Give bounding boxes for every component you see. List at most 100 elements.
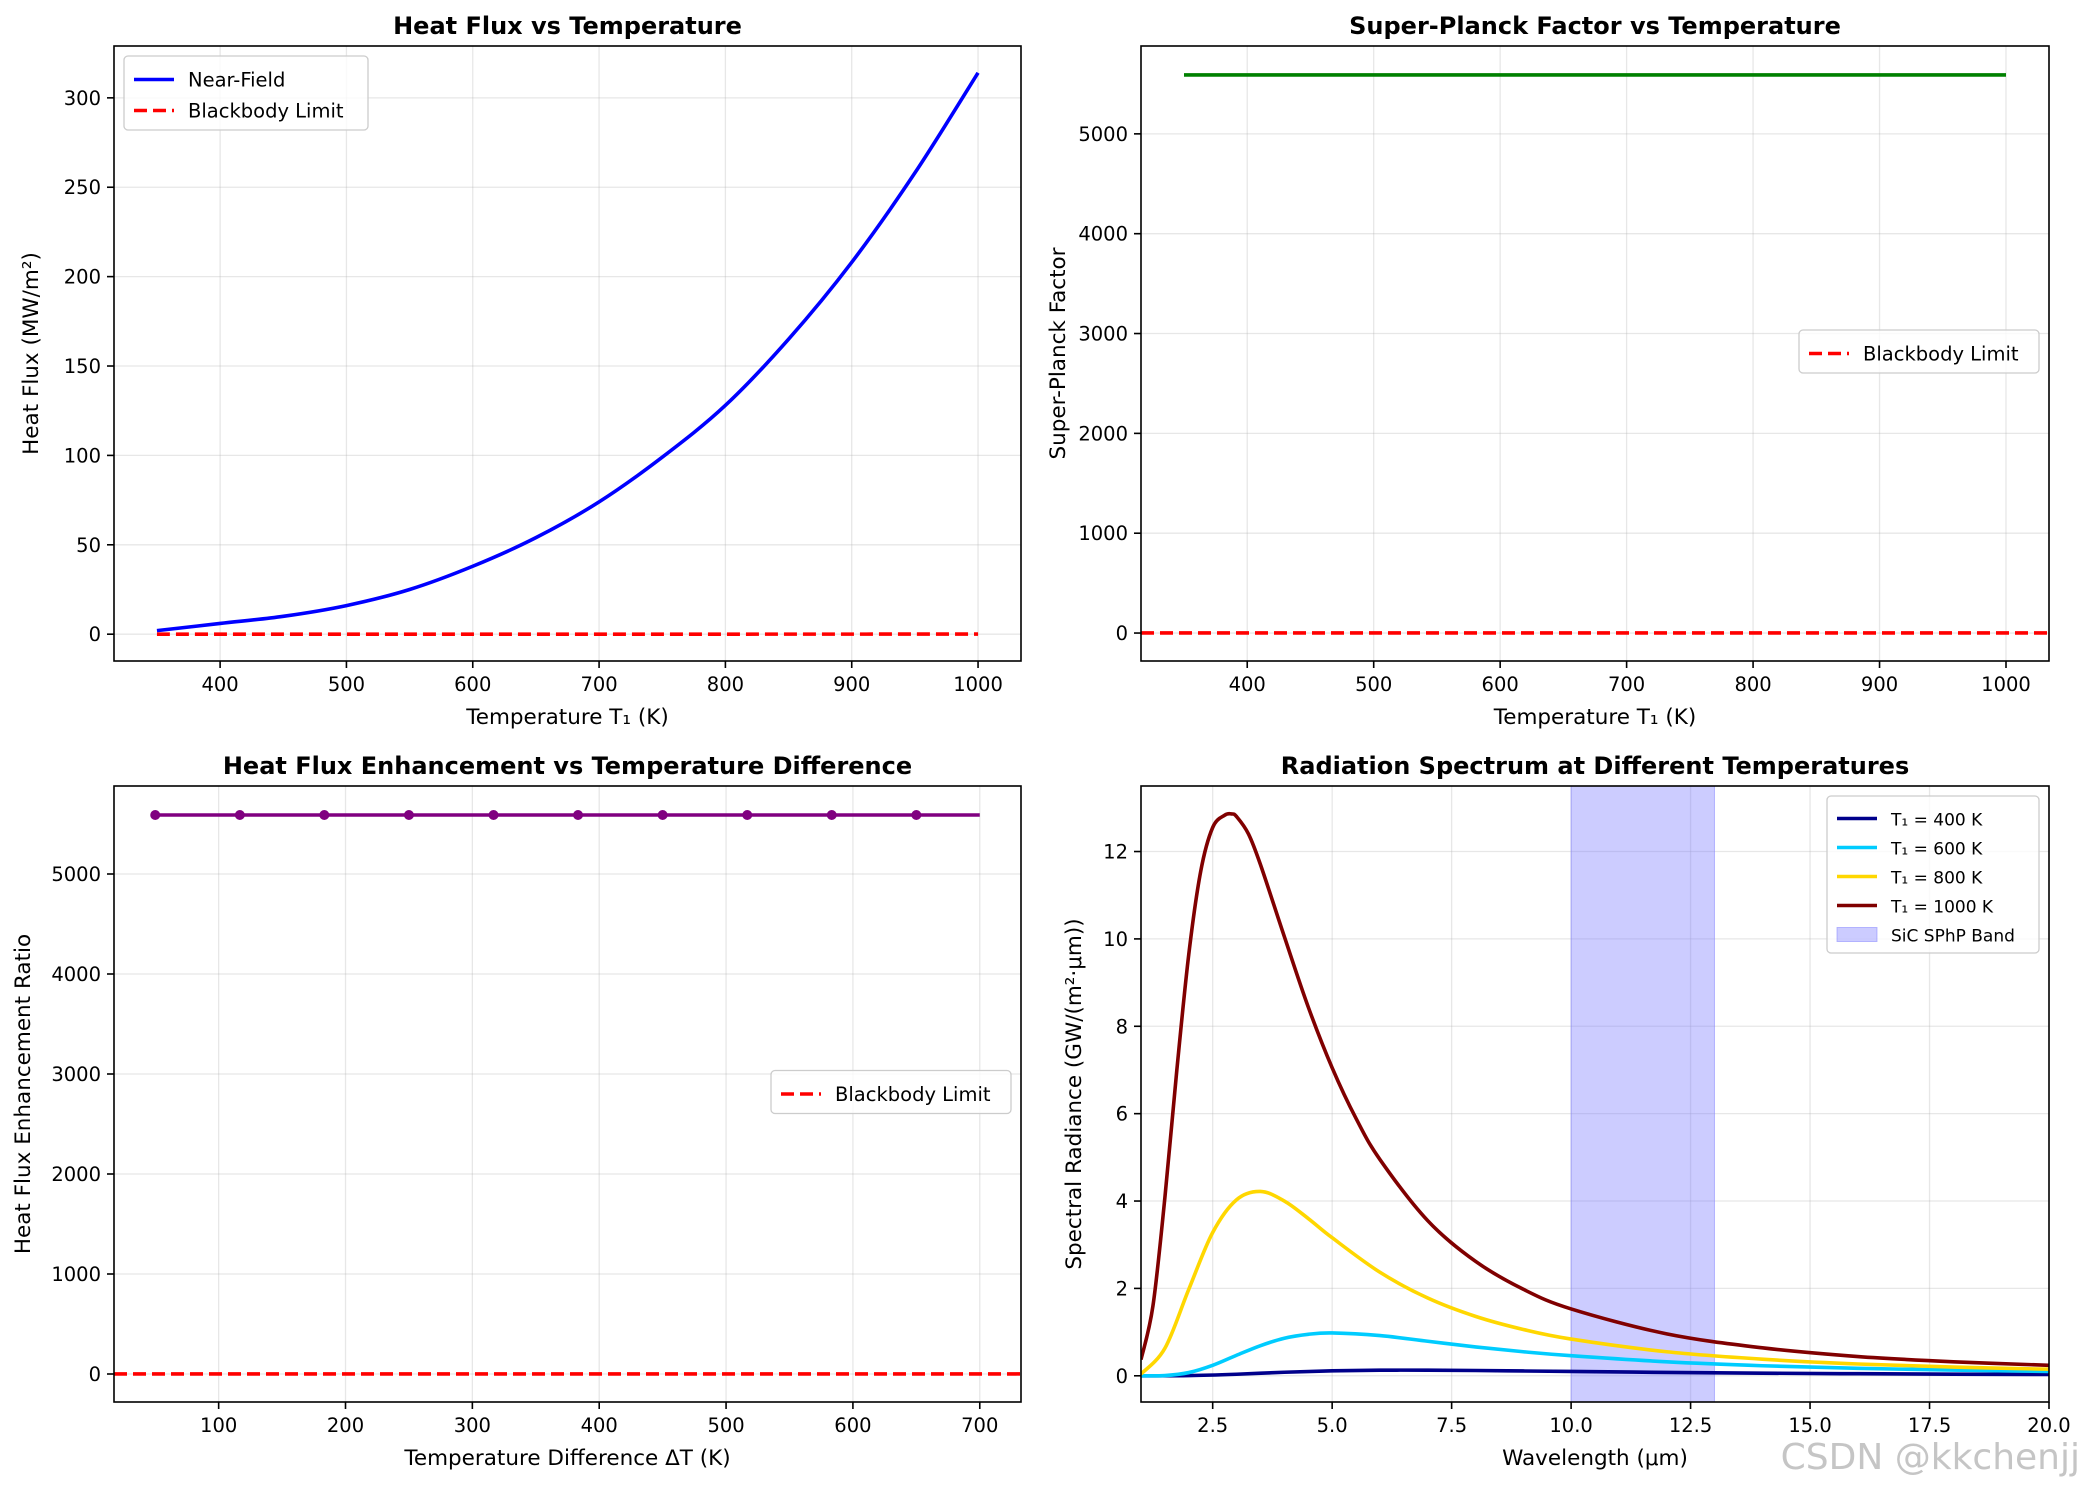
legend-label: SiC SPhP Band [1891, 927, 2015, 947]
chart-panel-4: 2.5 5.0 7.5 10.0 12.5 15.0 17.5 20.0 0 2 4 6 8 10 12 Ra… [1062, 752, 2071, 1471]
x-tick-label: 900 [1861, 673, 1898, 696]
x-tick-label: 20.0 [2027, 1414, 2070, 1437]
series-marker [827, 810, 837, 820]
chart-title: Super-Planck Factor vs Temperature [1349, 12, 1841, 40]
x-axis-label: Wavelength (μm) [1502, 1446, 1688, 1471]
axes-frame [114, 46, 1021, 661]
x-tick-label: 2.5 [1197, 1414, 1228, 1437]
x-axis-label: Temperature T₁ (K) [1493, 705, 1697, 730]
x-tick-label: 400 [201, 673, 238, 696]
legend: T₁ = 400 K T₁ = 600 K T₁ = 800 K T₁ = 1000 … [1827, 796, 2039, 953]
y-tick-label: 12 [1103, 841, 1128, 864]
x-tick-label: 500 [328, 673, 365, 696]
x-tick-label: 400 [581, 1414, 618, 1437]
x-tick-label: 1000 [1981, 673, 2031, 696]
y-tick-label: 4 [1116, 1190, 1128, 1213]
y-tick-label: 10 [1103, 928, 1128, 951]
chart-title: Heat Flux Enhancement vs Temperature Dif… [223, 752, 912, 780]
x-tick-label: 100 [200, 1414, 237, 1437]
x-tick-label: 17.5 [1908, 1414, 1951, 1437]
legend-label: Blackbody Limit [835, 1083, 991, 1106]
y-tick-label: 8 [1116, 1015, 1128, 1038]
series-marker [489, 810, 499, 820]
sic-sphp-band [1571, 786, 1714, 1402]
y-tick-label: 1000 [51, 1263, 101, 1286]
legend-label: T₁ = 400 K [1890, 811, 1983, 831]
x-tick-label: 300 [454, 1414, 491, 1437]
x-tick-label: 800 [707, 673, 744, 696]
y-tick-label: 3000 [51, 1063, 101, 1086]
y-tick-label: 5000 [1078, 123, 1128, 146]
series-line-near-field [157, 73, 978, 631]
chart-panel-2: 400 500 600 700 800 900 1000 0 1000 2000 3000 4000 5… [1046, 12, 2049, 730]
legend: Blackbody Limit [771, 1071, 1011, 1114]
legend-label: Blackbody Limit [1863, 343, 2019, 366]
y-tick-label: 0 [89, 1363, 101, 1386]
y-axis-label: Heat Flux (MW/m²) [19, 252, 44, 455]
x-tick-label: 5.0 [1317, 1414, 1348, 1437]
legend-label: Near-Field [188, 69, 285, 92]
x-tick-label: 700 [1608, 673, 1645, 696]
x-tick-label: 600 [454, 673, 491, 696]
legend-label: T₁ = 800 K [1890, 869, 1983, 889]
y-tick-label: 300 [64, 87, 101, 110]
x-tick-label: 700 [961, 1414, 998, 1437]
x-tick-label: 600 [834, 1414, 871, 1437]
y-tick-label: 0 [89, 623, 101, 646]
series-marker [404, 810, 414, 820]
x-tick-label: 500 [1355, 673, 1392, 696]
x-tick-label: 15.0 [1788, 1414, 1831, 1437]
y-tick-label: 2 [1116, 1277, 1128, 1300]
chart-title: Radiation Spectrum at Different Temperat… [1281, 752, 1909, 780]
y-tick-label: 1000 [1078, 522, 1128, 545]
x-tick-label: 900 [833, 673, 870, 696]
y-tick-label: 6 [1116, 1103, 1128, 1126]
x-tick-label: 10.0 [1549, 1414, 1592, 1437]
y-tick-label: 3000 [1078, 323, 1128, 346]
x-tick-label: 800 [1734, 673, 1771, 696]
chart-title: Heat Flux vs Temperature [393, 12, 742, 40]
y-tick-label: 2000 [1078, 422, 1128, 445]
series-marker [742, 810, 752, 820]
y-tick-label: 5000 [51, 863, 101, 886]
series-marker [658, 810, 668, 820]
x-tick-label: 500 [707, 1414, 744, 1437]
y-axis-label: Spectral Radiance (GW/(m²·μm)) [1062, 918, 1087, 1269]
legend-label: T₁ = 1000 K [1890, 898, 1994, 918]
y-tick-label: 2000 [51, 1163, 101, 1186]
series-marker [573, 810, 583, 820]
series-marker [150, 810, 160, 820]
y-tick-label: 200 [64, 266, 101, 289]
y-axis-label: Super-Planck Factor [1046, 247, 1071, 459]
y-tick-label: 0 [1116, 1365, 1128, 1388]
legend: Blackbody Limit [1799, 330, 2039, 373]
y-axis-label: Heat Flux Enhancement Ratio [11, 934, 36, 1254]
y-tick-label: 4000 [1078, 223, 1128, 246]
chart-panel-3: 100 200 300 400 500 600 700 0 1000 2000 3000 4000 50… [11, 752, 1021, 1471]
y-tick-label: 4000 [51, 963, 101, 986]
legend-label: T₁ = 600 K [1890, 840, 1983, 860]
legend-label: Blackbody Limit [188, 100, 344, 123]
x-tick-label: 700 [580, 673, 617, 696]
x-tick-label: 400 [1229, 673, 1266, 696]
x-axis-label: Temperature T₁ (K) [465, 705, 669, 730]
watermark: CSDN @kkchenjj [1781, 1437, 2080, 1478]
y-tick-label: 150 [64, 355, 101, 378]
y-tick-label: 100 [64, 444, 101, 467]
x-tick-label: 12.5 [1669, 1414, 1712, 1437]
x-tick-label: 600 [1482, 673, 1519, 696]
series-marker [911, 810, 921, 820]
x-tick-label: 200 [327, 1414, 364, 1437]
legend: Near-Field Blackbody Limit [124, 56, 368, 130]
x-axis-label: Temperature Difference ΔT (K) [403, 1446, 730, 1471]
series-marker [319, 810, 329, 820]
legend-swatch-patch [1837, 928, 1877, 942]
x-tick-label: 7.5 [1436, 1414, 1467, 1437]
y-tick-label: 50 [76, 534, 101, 557]
y-tick-label: 0 [1116, 622, 1128, 645]
plot-area [157, 73, 978, 634]
series-marker [235, 810, 245, 820]
